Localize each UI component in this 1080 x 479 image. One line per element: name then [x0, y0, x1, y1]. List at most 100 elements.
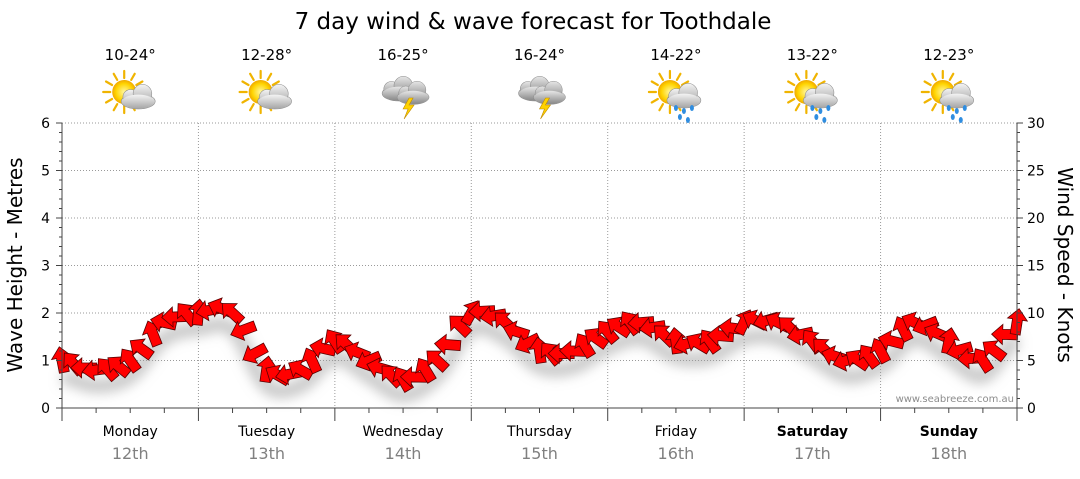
wind-arrow: [514, 332, 542, 354]
wind-arrow: [242, 342, 269, 364]
lightning-bolt: [538, 97, 552, 120]
day-temp-label: 12-23°: [923, 46, 974, 64]
y-tick-label-right: 5: [1027, 354, 1036, 370]
rain-drop: [685, 117, 690, 123]
wind-arrow: [221, 303, 246, 326]
cloud-shape: [120, 84, 156, 110]
day-name-label: Wednesday: [363, 424, 444, 440]
rain-drop: [954, 108, 959, 114]
wind-arrow: [119, 348, 142, 374]
wind-arrow: [972, 348, 995, 374]
wind-arrows: [50, 297, 1029, 393]
wind-arrow: [129, 338, 155, 361]
day-name-label: Saturday: [777, 424, 848, 440]
partly-cloudy-icon: [238, 69, 292, 115]
y-tick-label-left: 1: [41, 354, 50, 370]
cloud-shape: [533, 80, 566, 105]
rain-drop: [810, 105, 815, 111]
day-date-label: 14th: [385, 444, 422, 463]
wind-arrow: [426, 350, 450, 373]
thunderstorm-icon: [381, 76, 430, 120]
cloud-shape: [257, 84, 292, 110]
y-tick-label-left: 0: [41, 401, 50, 417]
partly-cloudy-icon: [102, 69, 156, 115]
y-tick-label-right: 10: [1027, 306, 1045, 322]
wind-arrow: [912, 315, 940, 337]
day-name-label: Thursday: [506, 424, 572, 440]
thunderstorm-icon: [518, 76, 566, 120]
cloud-shape: [396, 80, 430, 105]
wind-arrow: [415, 357, 437, 384]
rain-drop: [822, 117, 827, 123]
cloud-shape: [803, 83, 838, 109]
wind-arrow: [982, 340, 1008, 363]
cloud-shape: [939, 83, 975, 109]
day-temp-label: 16-24°: [514, 46, 565, 64]
day-temp-label: 16-25°: [378, 46, 429, 64]
wind-arrow: [97, 358, 120, 383]
y-tick-label-right: 15: [1027, 259, 1045, 275]
watermark: www.seabreeze.com.au: [896, 394, 1014, 405]
wind-arrow: [638, 317, 667, 339]
rain-drop: [946, 105, 951, 111]
sun-showers-icon: [784, 69, 838, 123]
wind-arrow: [597, 320, 620, 346]
rain-drop: [814, 114, 819, 120]
weather-row: 10-24° 12-28° 16-25° 16-24° 14-22° 13-22° 12-2…: [102, 46, 975, 123]
wind-arrow: [786, 324, 815, 346]
wind-arrow: [574, 333, 597, 360]
y-tick-label-right: 20: [1027, 211, 1045, 227]
rain-drop: [950, 114, 955, 120]
day-name-label: Friday: [655, 424, 697, 440]
wind-arrow: [230, 320, 258, 342]
cloud-shape: [666, 83, 702, 109]
axes: 0 1 2 3 4 5 6 0 5 10 15 20 25 30 Monday 12th Tuesday 13th…: [41, 116, 1045, 463]
y-tick-label-left: 3: [41, 259, 50, 275]
rain-drop: [689, 105, 694, 111]
wind-arrow: [699, 329, 722, 355]
y-tick-label-right: 0: [1027, 401, 1036, 417]
sun-showers-icon: [920, 69, 975, 123]
wind-arrow: [479, 305, 508, 327]
day-temp-label: 12-28°: [241, 46, 292, 64]
wind-arrow: [433, 333, 462, 356]
y-axis-left-label: Wave Height - Metres: [3, 157, 27, 372]
rain-drop: [826, 105, 831, 111]
day-date-label: 16th: [658, 444, 695, 463]
chart-title: 7 day wind & wave forecast for Toothdale: [295, 9, 772, 35]
wind-shadow: [60, 317, 1022, 403]
y-tick-label-right: 30: [1027, 116, 1045, 132]
day-date-label: 18th: [930, 444, 967, 463]
day-temp-label: 13-22°: [787, 46, 838, 64]
day-date-label: 13th: [248, 444, 285, 463]
y-tick-label-left: 5: [41, 164, 50, 180]
rain-drop: [818, 108, 823, 114]
rain-drop: [962, 105, 967, 111]
day-name-label: Sunday: [920, 424, 978, 440]
rain-drop: [673, 105, 678, 111]
wind-arrow: [449, 315, 473, 339]
rain-drop: [681, 108, 686, 114]
sun-showers-icon: [647, 69, 702, 123]
day-temp-label: 14-22°: [650, 46, 701, 64]
wind-arrow: [627, 311, 655, 334]
y-tick-label-left: 4: [41, 211, 50, 227]
day-date-label: 15th: [521, 444, 558, 463]
wind-arrow: [858, 344, 881, 370]
day-name-label: Tuesday: [237, 424, 295, 440]
y-tick-label-left: 6: [41, 116, 50, 132]
wind-arrow: [468, 300, 496, 323]
rain-drop: [677, 114, 682, 120]
lightning-bolt: [402, 97, 415, 120]
day-date-label: 17th: [794, 444, 831, 463]
y-tick-label-right: 25: [1027, 164, 1045, 180]
wind-arrow: [502, 320, 531, 342]
day-temp-label: 10-24°: [105, 46, 156, 64]
day-date-label: 12th: [112, 444, 149, 463]
y-axis-right-label: Wind Speed - Knots: [1053, 167, 1077, 363]
wind-arrow: [946, 340, 974, 362]
y-tick-label-left: 2: [41, 306, 50, 322]
wind-arrow: [584, 327, 610, 350]
